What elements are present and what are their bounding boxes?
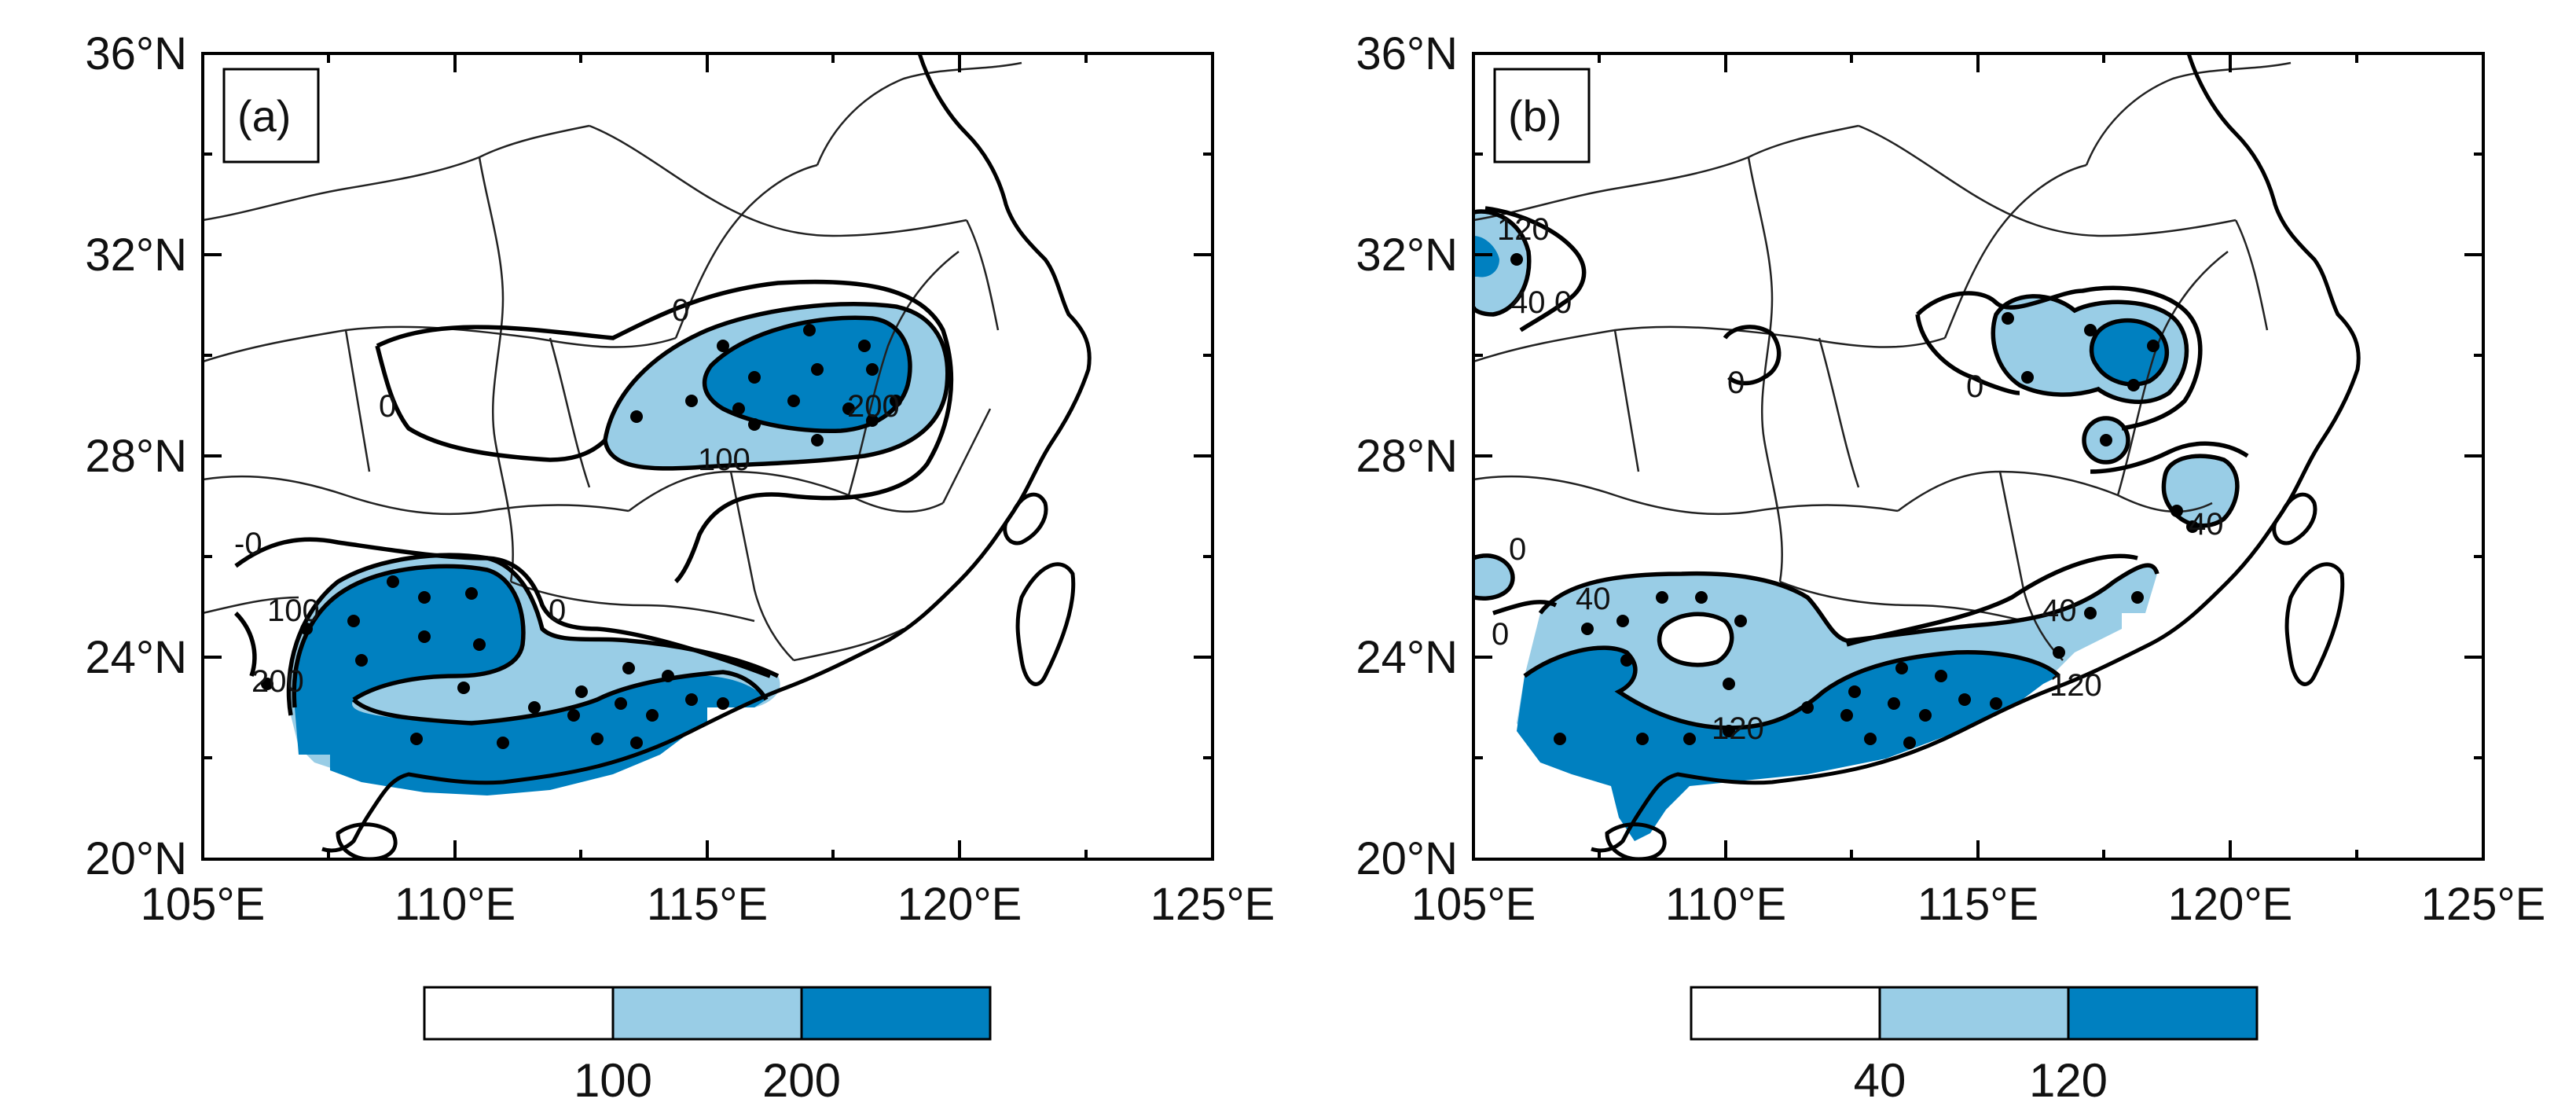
panel-b-coastline	[1591, 53, 2361, 859]
panel-b-region-low-hole	[1659, 614, 1732, 665]
panel-b-region-mid-nw	[1473, 211, 1529, 314]
panel-b-contour-label: 120	[1712, 711, 1764, 746]
panel-a-contour-labels: 0 0 -0 100 200 100 200 0	[234, 293, 900, 699]
panel-a-contour-label: 100	[698, 443, 750, 477]
panel-b-contour-label: 0	[1509, 532, 1526, 567]
panel-b-contour-label: 40	[1510, 285, 1546, 320]
panel-b-map-area: 120 40 0 0 0 0 40 0 40 120 120 40	[1473, 53, 2361, 859]
panel-a-contour-label: 100	[267, 593, 320, 628]
panel-a-contour-label: 200	[251, 664, 304, 699]
panel-a-lon-label: 105°E	[141, 879, 266, 930]
panel-a-contour-label: 200	[847, 389, 900, 424]
panel-b-colorbar: 40 120	[1690, 986, 2259, 1107]
panel-b-colorbar-swatch-mid	[1878, 986, 2070, 1041]
panel-a-lat-label: 28°N	[85, 431, 187, 482]
panel-a-lon-axis: 105°E 110°E 115°E 120°E 125°E	[141, 53, 1275, 930]
panel-a-lat-label: 32°N	[85, 230, 187, 281]
panel-a-contour-label: 0	[672, 293, 689, 328]
panel-b-contour-label: 0	[1492, 617, 1509, 652]
panel-b-lat-label: 24°N	[1356, 632, 1458, 683]
panel-b-contour-label: 120	[2049, 668, 2102, 703]
panel-a-colorbar: 100 200	[423, 986, 992, 1107]
panel-b-lon-label: 125°E	[2421, 879, 2546, 930]
panel-b-lon-label: 105°E	[1411, 879, 1536, 930]
panel-b-contour-label: 0	[1966, 369, 1983, 404]
panel-a-lon-label: 110°E	[394, 879, 516, 930]
panel-a-lon-label: 115°E	[647, 879, 768, 930]
panel-b-contour-label: 0	[1727, 366, 1745, 400]
panel-a-lat-label: 20°N	[85, 833, 187, 884]
panel-a: 0 0 -0 100 200 100 200 0 (a) 36°N	[85, 28, 1275, 1107]
panel-b-contour-label: 0	[1554, 285, 1572, 320]
panel-b-lat-label: 32°N	[1356, 230, 1458, 281]
panel-a-lat-label: 24°N	[85, 632, 187, 683]
panel-a-contour-label: 0	[379, 389, 396, 424]
panel-b-lat-label: 20°N	[1356, 833, 1458, 884]
panel-b-contour-label: 120	[1497, 212, 1550, 247]
panel-a-map-area: 0 0 -0 100 200 100 200 0	[203, 53, 1092, 859]
panel-a-lon-label: 125°E	[1150, 879, 1275, 930]
panel-a-colorbar-swatch-mid	[611, 986, 803, 1041]
panel-b-region-high-north	[2091, 320, 2167, 384]
panel-a-colorbar-swatch-low	[423, 986, 615, 1041]
panel-b-contour-label: 40	[2189, 507, 2224, 542]
panel-b-contour-label: 40	[2042, 593, 2077, 628]
panel-a-lat-axis: 36°N 32°N 28°N 24°N 20°N	[85, 28, 1213, 884]
panel-b-boundaries	[1473, 61, 2292, 661]
panel-a-lat-label: 36°N	[85, 28, 187, 79]
panel-a-colorbar-swatch-high	[800, 986, 992, 1041]
panel-a-label: (a)	[237, 91, 291, 141]
panel-b-lon-label: 120°E	[2168, 879, 2293, 930]
panel-b-contours	[1473, 206, 2249, 730]
panel-a-label-box	[222, 68, 320, 164]
panel-a-coastline	[321, 53, 1092, 859]
panel-a-stations	[261, 324, 902, 749]
panel-b-lon-axis: 105°E 110°E 115°E 120°E 125°E	[1411, 53, 2546, 930]
panel-a-contour-label: -0	[234, 527, 262, 561]
panel-b-lon-label: 110°E	[1665, 879, 1786, 930]
panel-b-colorbar-swatch-high	[2067, 986, 2259, 1041]
panel-b-colorbar-tick: 40	[1854, 1054, 1906, 1107]
panel-b-lat-label: 28°N	[1356, 431, 1458, 482]
panel-b-colorbar-tick: 120	[2029, 1054, 2108, 1107]
panel-b-region-mid-west-edge	[1473, 555, 1513, 599]
panel-b-label-box	[1493, 68, 1591, 164]
panel-b-lat-label: 36°N	[1356, 28, 1458, 79]
panel-b-stations	[1510, 253, 2199, 749]
panel-b-contour-labels: 120 40 0 0 0 0 40 0 40 120 120 40	[1492, 212, 2224, 746]
panel-b-region-high-nw	[1473, 236, 1499, 277]
panel-a-contour-label: 0	[549, 593, 566, 628]
panel-b-label: (b)	[1508, 91, 1561, 141]
panel-b-contour-label: 40	[1576, 582, 1611, 616]
panel-b-colorbar-swatch-low	[1690, 986, 1881, 1041]
panel-a-colorbar-tick: 100	[574, 1054, 652, 1107]
panel-a-lon-label: 120°E	[897, 879, 1022, 930]
panel-a-colorbar-tick: 200	[762, 1054, 841, 1107]
panel-b-lon-label: 115°E	[1917, 879, 2038, 930]
panel-b-lat-axis: 36°N 32°N 28°N 24°N 20°N	[1356, 28, 2483, 884]
panel-a-boundaries	[203, 61, 1022, 662]
panel-b: 120 40 0 0 0 0 40 0 40 120 120 40 (b)	[1356, 28, 2545, 1107]
